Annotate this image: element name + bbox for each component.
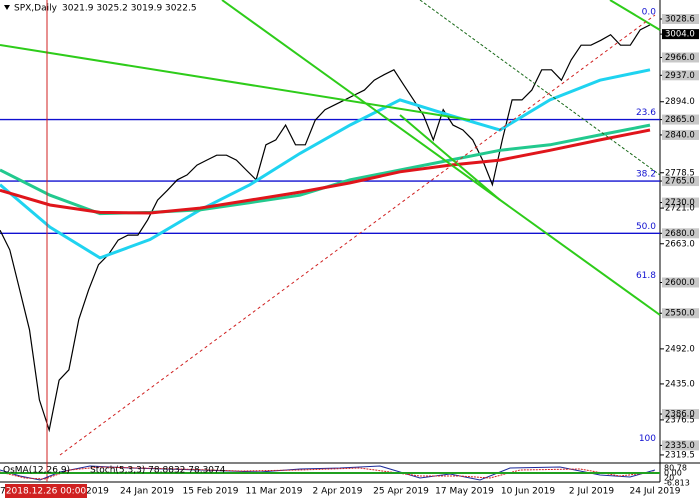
y-tick-label: 2730.0 (665, 198, 695, 208)
y-tick-label: 2894.0 (665, 97, 695, 107)
y-tick-label: 2721.0 (665, 204, 695, 214)
y-tick-label: 2376.5 (665, 415, 695, 425)
y-tick-label: 2865.0 (665, 115, 695, 125)
date-label: 11 Mar 2019 (245, 487, 302, 497)
price-box (662, 176, 699, 187)
price-box (662, 409, 699, 420)
y-tick-label: 2492.0 (665, 344, 695, 354)
y-tick-label: 2840.0 (665, 130, 695, 140)
date-label: 2019 (86, 487, 109, 497)
ohlc-header: 3021.9 3025.2 3019.9 3022.5 (62, 4, 197, 14)
price-box (662, 277, 699, 288)
fib-label: 38.2 (636, 170, 656, 180)
header-icon (4, 5, 10, 10)
y-tick-label: 2386.0 (665, 410, 695, 420)
fib-label: 23.6 (636, 108, 656, 118)
fib-label: 0.0 (642, 7, 657, 17)
channel-line (419, 0, 661, 176)
date-label: 7 (0, 487, 6, 497)
date-label: 15 Feb 2019 (182, 487, 238, 497)
y-tick-label: 2966.0 (665, 53, 695, 63)
price-box (662, 52, 699, 63)
date-label: 24 Jan 2019 (120, 487, 174, 497)
fib-label: 61.8 (636, 271, 656, 281)
trend-line (221, 0, 661, 316)
date-label: 25 Apr 2019 (373, 487, 429, 497)
osc-axis-label: 0.00 (664, 469, 682, 478)
y-tick-label: 2600.0 (665, 278, 695, 288)
moving-average (0, 128, 651, 215)
price-box (662, 114, 699, 125)
y-tick-label: 2778.5 (665, 168, 695, 178)
trend-line (609, 0, 661, 31)
moving-average (0, 68, 651, 260)
trend-line (0, 44, 471, 121)
price-box (662, 197, 699, 208)
y-tick-label: 2663.0 (665, 239, 695, 249)
y-tick-label: 2765.0 (665, 177, 695, 187)
trend-line (399, 114, 501, 201)
osc-axis-label: -6.813 (664, 479, 690, 488)
crosshair-date: 2018.12.26 00:00 (6, 487, 87, 497)
date-label: 24 Jul 2019 (630, 487, 681, 497)
price-box (662, 440, 699, 451)
date-label: 10 Jun 2019 (501, 487, 555, 497)
osma-label: OsMA(12,26,9) (3, 466, 70, 476)
fib-label: 50.0 (636, 222, 656, 232)
price-box (662, 29, 699, 40)
y-tick-label: 2550.0 (665, 309, 695, 319)
y-tick-label: 3028.6 (665, 14, 695, 24)
osc-axis-label: 80.78 (664, 464, 687, 473)
y-tick-label: 2937.0 (665, 71, 695, 81)
y-tick-label: 3004.0 (665, 30, 695, 40)
stoch-label: Stoch(5,3,3) 78.8832 78.3074 (90, 466, 226, 476)
y-tick-label: 2319.5 (665, 450, 695, 460)
date-label: 2 Apr 2019 (313, 487, 363, 497)
y-tick-label: 2680.0 (665, 229, 695, 239)
date-label: 17 May 2019 (435, 487, 494, 497)
osc-axis-label: 20 (664, 474, 674, 483)
price-box (662, 13, 699, 24)
fib-label: 100 (639, 434, 656, 444)
price-box (662, 228, 699, 239)
price-box (662, 129, 699, 140)
crosshair-box (5, 484, 87, 498)
y-tick-label: 2335.0 (665, 441, 695, 451)
price-box (662, 308, 699, 319)
chart-title: SPX,Daily (14, 4, 58, 14)
date-label: 2 Jul 2019 (569, 487, 614, 497)
y-tick-label: 2435.0 (665, 379, 695, 389)
price-box (662, 70, 699, 81)
